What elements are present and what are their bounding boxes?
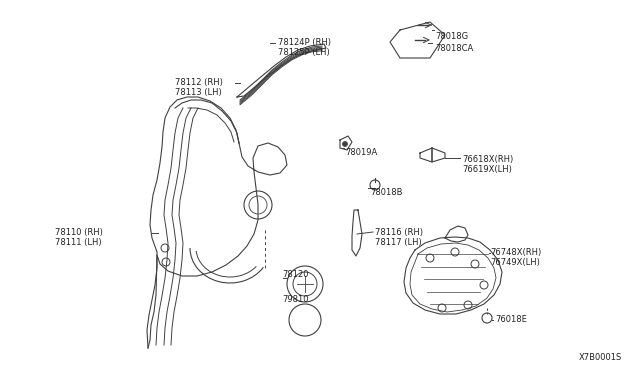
Text: 76618X(RH): 76618X(RH) [462,155,513,164]
Text: 78111 (LH): 78111 (LH) [55,238,102,247]
Text: X7B0001S: X7B0001S [579,353,622,362]
Text: 76619X(LH): 76619X(LH) [462,165,512,174]
Text: 76749X(LH): 76749X(LH) [490,258,540,267]
Text: 76018E: 76018E [495,315,527,324]
Text: 78124P (RH): 78124P (RH) [278,38,331,47]
Text: 79810: 79810 [282,295,308,304]
Text: 78117 (LH): 78117 (LH) [375,238,422,247]
Text: 78019A: 78019A [345,148,377,157]
Text: 78116 (RH): 78116 (RH) [375,228,423,237]
Text: 78112 (RH): 78112 (RH) [175,78,223,87]
Text: 78018CA: 78018CA [435,44,473,53]
Circle shape [342,141,348,147]
Text: 78113 (LH): 78113 (LH) [175,88,221,97]
Text: 76748X(RH): 76748X(RH) [490,248,541,257]
Text: 78018G: 78018G [435,32,468,41]
Text: 78018B: 78018B [370,188,403,197]
Text: 78110 (RH): 78110 (RH) [55,228,103,237]
Text: 78125P (LH): 78125P (LH) [278,48,330,57]
Text: 78120: 78120 [282,270,308,279]
